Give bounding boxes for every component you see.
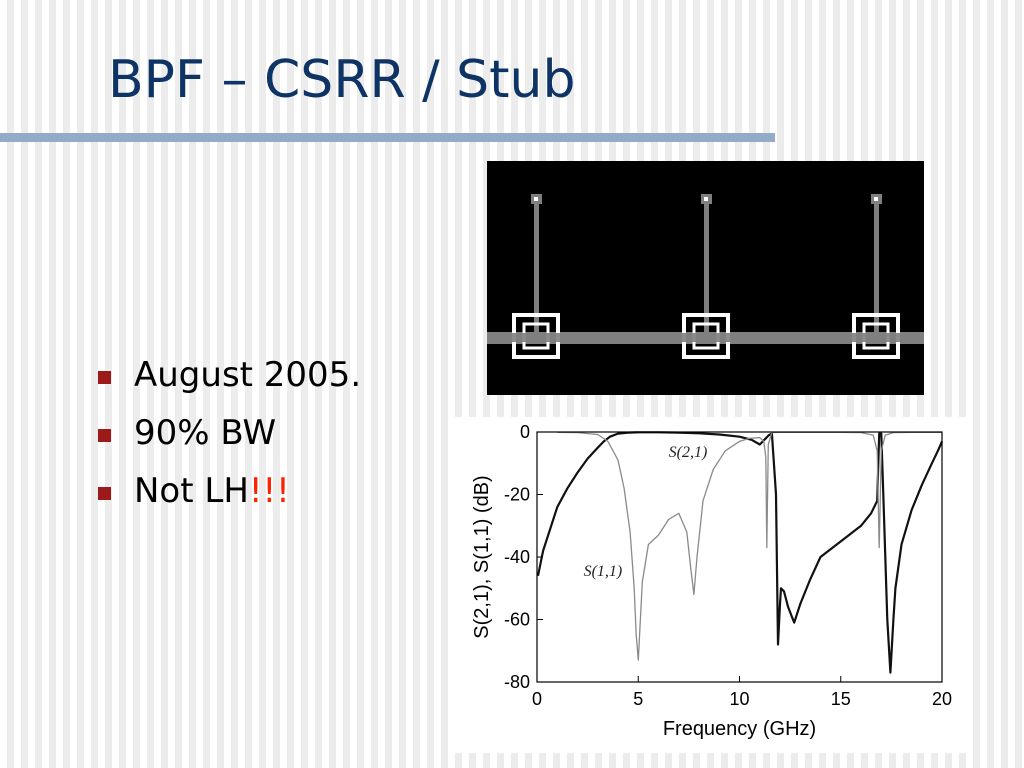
y-tick-label: -20 <box>504 485 530 505</box>
stub-via-hole <box>704 197 708 201</box>
bullet-square-icon <box>98 429 111 442</box>
y-tick-label: -60 <box>504 610 530 630</box>
y-axis-label: S(2,1), S(1,1) (dB) <box>471 475 493 638</box>
bullet-square-icon <box>98 487 111 500</box>
stub-line <box>704 199 709 333</box>
x-tick-label: 15 <box>831 689 851 709</box>
bullet-item-date: August 2005. <box>96 352 361 410</box>
bullet-text: 90% BW <box>134 413 277 453</box>
series-line-s21 <box>536 431 944 674</box>
x-tick-label: 10 <box>729 689 749 709</box>
bullet-square-icon <box>98 371 111 384</box>
y-tick-label: 0 <box>520 422 530 442</box>
layout-drawing <box>487 194 924 359</box>
series-annotation: S(1,1) <box>584 563 623 580</box>
series-line-s11 <box>557 431 942 661</box>
y-tick-label: -80 <box>504 672 530 692</box>
stub-line <box>534 199 539 333</box>
slide-title: BPF – CSRR / Stub <box>108 50 576 110</box>
x-axis-label: Frequency (GHz) <box>663 718 816 740</box>
bullet-text: Not LH <box>134 471 249 511</box>
bullet-list: August 2005. 90% BW Not LH!!! <box>96 352 361 526</box>
bullet-text: August 2005. <box>134 355 362 395</box>
bullet-item-not-lh: Not LH!!! <box>96 468 361 526</box>
x-tick-label: 5 <box>633 689 643 709</box>
csrr-stub-layout-figure <box>487 161 924 395</box>
x-tick-label: 0 <box>532 689 542 709</box>
stub-line <box>874 199 879 333</box>
stub-via-hole <box>534 197 538 201</box>
title-underline <box>0 133 775 142</box>
chart-svg: 0 5 10 15 20 0 -20 -40 -60 -80 Frequency (GHz) S(2,… <box>471 422 952 740</box>
series-annotation: S(2,1) <box>669 444 708 461</box>
stub-via-hole <box>874 197 878 201</box>
main-line-overlay <box>487 333 924 342</box>
s-parameter-chart: 0 5 10 15 20 0 -20 -40 -60 -80 Frequency (GHz) S(2,… <box>448 417 973 753</box>
y-tick-label: -40 <box>504 547 530 567</box>
x-tick-label: 20 <box>932 689 952 709</box>
bullet-exclamation-accent: !!! <box>248 471 290 511</box>
bullet-item-bandwidth: 90% BW <box>96 410 361 468</box>
